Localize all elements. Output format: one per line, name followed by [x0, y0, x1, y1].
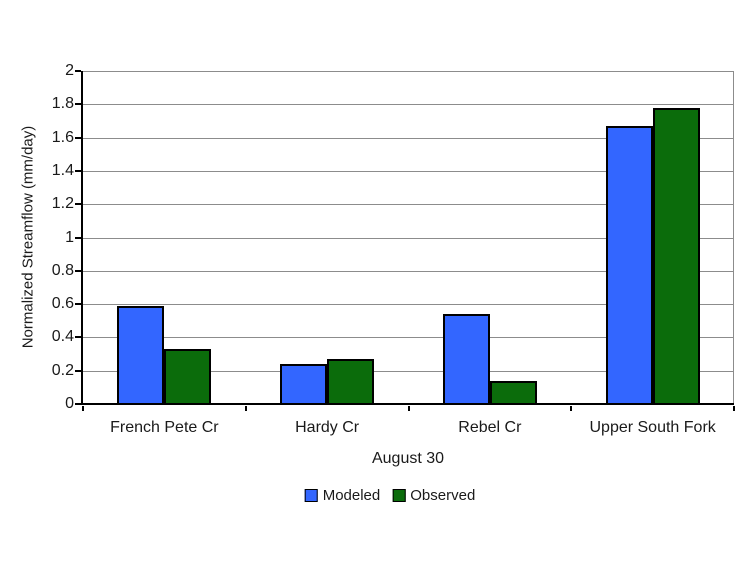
- y-tick-label: 1.4: [51, 161, 74, 179]
- bar-modeled: [280, 364, 328, 404]
- y-tick-label: 0.6: [51, 295, 74, 313]
- y-tick: [75, 369, 81, 372]
- gridline: [83, 337, 734, 339]
- x-tick: [733, 406, 735, 411]
- y-tick-label: 0: [65, 395, 74, 412]
- gridline: [83, 71, 734, 72]
- category-label: Rebel Cr: [458, 419, 522, 436]
- gridline: [83, 204, 734, 206]
- y-tick: [75, 169, 81, 172]
- y-tick: [75, 336, 81, 339]
- legend: Modeled Observed: [304, 487, 475, 504]
- plot-right-border: [733, 71, 734, 404]
- y-tick-label: 1.2: [51, 195, 74, 213]
- gridline: [83, 104, 734, 106]
- y-axis-line: [81, 71, 83, 404]
- gridline: [83, 304, 734, 306]
- bar-observed: [652, 107, 700, 404]
- y-tick: [75, 103, 81, 106]
- y-tick-label: 1.6: [51, 128, 74, 146]
- x-axis-title: August 30: [371, 450, 445, 467]
- y-tick: [75, 303, 81, 306]
- x-tick: [407, 406, 410, 411]
- legend-swatch-observed: [392, 489, 406, 502]
- plot-area: 0 0.2 0.4 0.6 0.8 1 1.2 1.4 1.6 1.8 2 French Pete C…: [52, 62, 735, 436]
- category-label: French Pete Cr: [110, 419, 219, 436]
- y-tick: [75, 203, 81, 206]
- legend-label: Modeled: [322, 487, 381, 504]
- y-tick-label: 0.8: [51, 261, 74, 279]
- legend-label: Observed: [410, 487, 476, 504]
- y-tick-label: 2: [65, 62, 74, 79]
- x-tick: [82, 406, 84, 411]
- y-tick-label: 0.4: [51, 328, 74, 346]
- bar-observed: [489, 380, 537, 404]
- x-tick: [570, 406, 573, 411]
- legend-swatch-modeled: [304, 489, 318, 502]
- y-tick: [75, 269, 81, 272]
- bar-modeled: [117, 305, 165, 404]
- bar-observed: [327, 359, 375, 404]
- legend-item-modeled: Modeled: [304, 487, 381, 504]
- y-tick: [75, 236, 81, 239]
- y-tick: [75, 136, 81, 139]
- y-tick: [75, 403, 81, 405]
- y-tick: [75, 70, 81, 72]
- y-tick-label: 1.8: [51, 95, 74, 113]
- gridline: [83, 270, 734, 272]
- gridline: [83, 370, 734, 372]
- category-label: Hardy Cr: [295, 419, 360, 436]
- gridline: [83, 170, 734, 172]
- x-tick: [244, 406, 247, 411]
- bar-modeled: [442, 314, 490, 404]
- y-tick-label: 0.2: [51, 361, 74, 379]
- legend-item-observed: Observed: [392, 487, 475, 504]
- y-tick-label: 1: [65, 228, 74, 246]
- bar-observed: [164, 349, 212, 404]
- x-axis-line: [81, 403, 734, 405]
- gridline: [83, 137, 734, 139]
- bar-modeled: [605, 125, 653, 404]
- category-label: Upper South Fork: [589, 419, 716, 436]
- gridline: [83, 237, 734, 239]
